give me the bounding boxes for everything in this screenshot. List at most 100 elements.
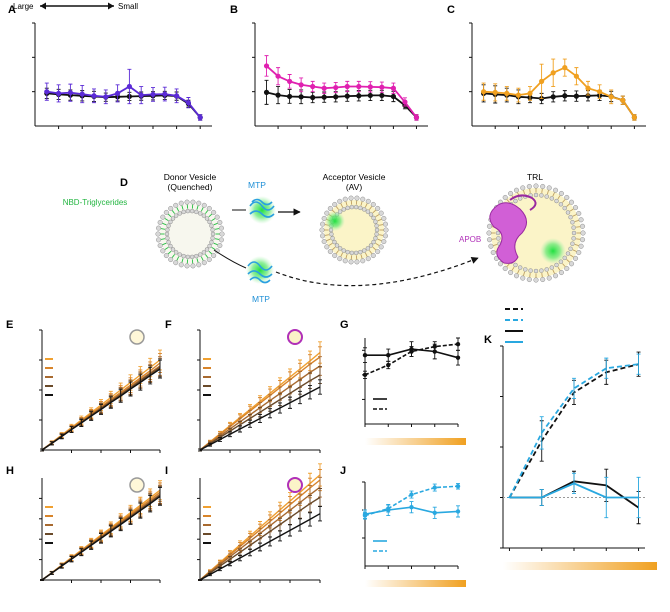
trl-particle-lipid-head (508, 190, 514, 196)
trl-particle-lipid-head (520, 275, 526, 281)
acceptor-vesicle-lipid-head (342, 196, 348, 202)
trl-particle-lipid-head (513, 187, 519, 193)
donor-vesicle-lipid-head (156, 225, 162, 231)
trl-particle-lipid-head (533, 183, 539, 189)
panel-g-series-1-point (386, 362, 391, 368)
donor-vesicle-lipid-head (157, 243, 163, 249)
chart-panel-h (39, 477, 162, 583)
donor-vesicle-lipid-head (189, 208, 195, 214)
donor-vesicle-lipid-head (196, 200, 202, 206)
acceptor-vesicle-lipid-tail (377, 218, 382, 222)
acceptor-vesicle-lipid-head (321, 239, 327, 245)
trl-particle-lipid-head (513, 198, 518, 204)
donor-vesicle-lipid-head (177, 211, 182, 216)
trl-particle-lipid-head (576, 210, 582, 216)
panel-b-series-veh-point (356, 93, 362, 99)
panel-letter-c: C (447, 4, 455, 16)
trl-particle-lipid-tail (562, 263, 566, 267)
panel-i-series-ca5-line (199, 496, 321, 581)
trl-particle-lipid-head (544, 267, 549, 272)
donor-vesicle-lipid-head (201, 260, 207, 266)
acceptor-vesicle-lipid-tail (369, 206, 373, 210)
panel-i-vesicle-icon (287, 477, 303, 493)
trl-particle-lipid-head (571, 225, 576, 230)
trl-particle-lipid-tail (557, 266, 561, 271)
trl-particle-lipid-tail (523, 271, 526, 276)
panel-g-series-1-point (409, 349, 414, 354)
panel-j-series-1-point (362, 513, 368, 518)
trl-particle-lipid-head (526, 277, 532, 283)
acceptor-vesicle-lipid-head (327, 205, 333, 211)
panel-a-series-thap-point (138, 92, 144, 98)
acceptor-vesicle-lipid-head (332, 201, 338, 207)
trl-particle-lipid-tail (566, 203, 570, 207)
trl-particle-lipid-head (523, 267, 528, 272)
donor-vesicle-lipid-head (201, 202, 207, 208)
trl-particle-lipid-head (495, 230, 501, 236)
acceptor-vesicle-lipid-head (341, 248, 346, 253)
trl-particle-lipid-head (576, 250, 582, 256)
acceptor-vesicle-lipid-head (354, 195, 360, 201)
donor-vesicle-lipid-head (207, 243, 212, 249)
donor-vesicle-lipid-head (168, 243, 173, 249)
donor-vesicle-lipid-head (194, 253, 199, 259)
donor-vesicle-lipid-head (160, 248, 166, 254)
donor-vesicle-lipid-head (173, 202, 179, 208)
acceptor-vesicle-lipid-tail (378, 234, 384, 236)
panel-b-series-noc-point (356, 83, 362, 90)
acceptor-vesicle-lipid-head (319, 227, 325, 233)
acceptor-vesicle-title: Acceptor Vesicle (323, 172, 386, 182)
acceptor-vesicle-lipid-head (374, 232, 379, 237)
acceptor-vesicle-lipid-head (371, 215, 376, 221)
panel-a-series-thap-point (79, 91, 85, 97)
donor-vesicle-lipid-tail (200, 256, 204, 261)
donor-vesicle-lipid-tail (162, 222, 167, 226)
donor-vesicle-lipid-head (181, 253, 186, 259)
acceptor-vesicle-lipid-head (354, 259, 360, 265)
trl-particle-lipid-tail (574, 243, 579, 246)
panel-a-series-thap-point (56, 90, 62, 96)
donor-vesicle-lipid-head (160, 214, 166, 220)
donor-vesicle-lipid-head (166, 240, 171, 245)
trl-particle-lipid-tail (572, 214, 577, 217)
donor-vesicle-lipid-tail (213, 222, 218, 226)
panel-c-series-both-point (550, 70, 556, 76)
panel-i-series-ca0-line (199, 513, 321, 581)
panel-letter-e: E (6, 319, 13, 331)
acceptor-vesicle-lipid-head (358, 249, 363, 255)
panel-a-series-thap-point (91, 93, 97, 99)
panel-j-series-0-point (409, 505, 414, 510)
donor-vesicle-lipid-tail (214, 238, 220, 240)
panel-b-series-veh-point (287, 93, 293, 100)
trl-label: TRL (527, 172, 543, 182)
acceptor-vesicle-lipid-head (358, 205, 363, 211)
trl-particle-lipid-tail (493, 243, 498, 246)
donor-vesicle-lipid-head (201, 250, 207, 255)
trl-particle-lipid-head (549, 196, 554, 201)
trl-particle-lipid-head (526, 183, 532, 189)
panel-h-series-ca0-errbar (158, 486, 162, 506)
donor-vesicle-lipid-head (210, 227, 215, 232)
panel-b-series-veh-point (344, 93, 350, 99)
trl-particle-lipid-tail (511, 266, 515, 271)
panel-b-series-veh-point (321, 94, 327, 100)
panel-letter-f: F (165, 319, 172, 331)
acceptor-vesicle-lipid-head (349, 204, 355, 210)
trl-particle-lipid-head (513, 273, 519, 279)
trl-particle-lipid-head (558, 202, 564, 207)
chart-panel-f (197, 329, 322, 453)
donor-vesicle-lipid-tail (171, 254, 175, 258)
panel-letter-i: I (165, 465, 168, 477)
acceptor-vesicle-lipid-head (349, 250, 355, 256)
panel-b-series-noc-point (390, 85, 396, 91)
panel-c-series-veh-point (585, 93, 591, 99)
donor-vesicle-lipid-head (218, 225, 224, 231)
acceptor-vesicle-subtitle: (AV) (346, 182, 363, 192)
panel-b-series-veh-point (390, 93, 396, 100)
trl-particle-lipid-tail (529, 273, 531, 278)
trl-particle-lipid-head (568, 215, 573, 220)
panel-e-vesicle-icon (129, 329, 145, 345)
panel-f-vesicle-icon (287, 329, 303, 345)
acceptor-vesicle-lipid-tail (340, 252, 344, 257)
donor-vesicle-lipid-head (168, 205, 174, 211)
